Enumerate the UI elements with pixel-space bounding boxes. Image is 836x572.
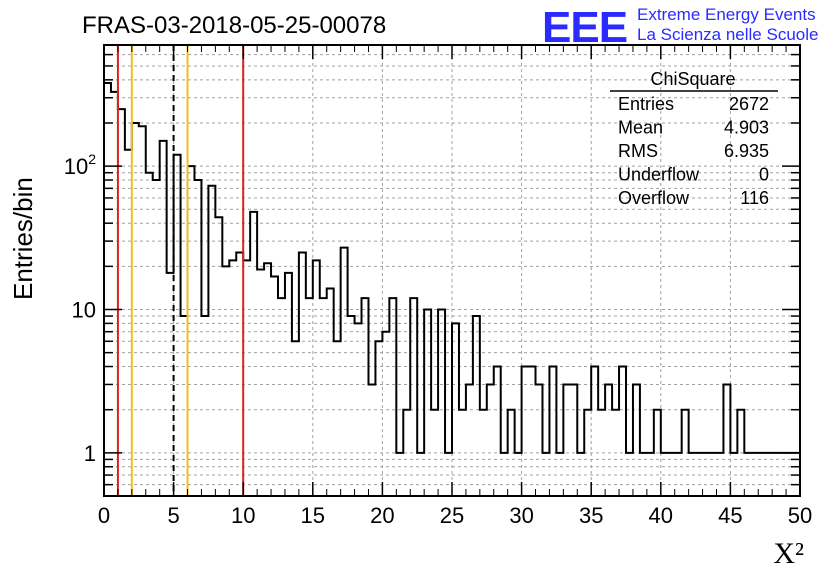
- y-tick-label: 10: [72, 297, 96, 322]
- x-tick-label: 35: [579, 503, 603, 528]
- y-tick-label: 102: [64, 151, 96, 179]
- stats-title: ChiSquare: [650, 69, 735, 89]
- histogram: [104, 82, 800, 454]
- x-tick-label: 40: [649, 503, 673, 528]
- y-axis-title: Entries/bin: [8, 177, 38, 300]
- stats-box: ChiSquare Entries 2672 Mean 4.903 RMS 6.935 Un…: [610, 69, 778, 208]
- stats-rows: Entries 2672 Mean 4.903 RMS 6.935 Underflow 0 Ov…: [618, 94, 769, 208]
- x-tick-label: 45: [718, 503, 742, 528]
- stats-value: 0: [759, 165, 769, 185]
- histogram-outline: [104, 82, 800, 454]
- stats-label: Overflow: [618, 188, 690, 208]
- logo-mark: EEE: [542, 3, 627, 52]
- y-tick-labels: 1 10 102: [64, 151, 96, 466]
- x-axis-title: X²: [773, 537, 804, 570]
- logo-line1: Extreme Energy Events: [637, 5, 816, 24]
- x-tick-label: 10: [231, 503, 255, 528]
- axis-ticks: [103, 44, 801, 497]
- x-tick-labels: 0 5 10 15 20 25 30 35 40 45 50: [98, 503, 812, 528]
- stats-value: 2672: [729, 94, 769, 114]
- stats-label: Mean: [618, 118, 663, 138]
- threshold-lines: [116, 45, 245, 496]
- stats-label: RMS: [618, 141, 658, 161]
- stats-label: Entries: [618, 94, 674, 114]
- y-tick-label: 1: [84, 441, 96, 466]
- chart-title: FRAS-03-2018-05-25-00078: [82, 12, 386, 39]
- stats-value: 116: [740, 188, 769, 208]
- x-tick-label: 5: [167, 503, 179, 528]
- stats-value: 6.935: [724, 141, 769, 161]
- x-tick-label: 15: [301, 503, 325, 528]
- x-tick-label: 25: [440, 503, 464, 528]
- eee-logo: EEE Extreme Energy Events La Scienza nel…: [542, 3, 818, 52]
- logo-line2: La Scienza nelle Scuole: [637, 25, 818, 44]
- stats-value: 4.903: [724, 118, 769, 138]
- x-tick-label: 20: [370, 503, 394, 528]
- x-tick-label: 0: [98, 503, 110, 528]
- stats-label: Underflow: [618, 165, 700, 185]
- x-tick-label: 30: [509, 503, 533, 528]
- x-tick-label: 50: [788, 503, 812, 528]
